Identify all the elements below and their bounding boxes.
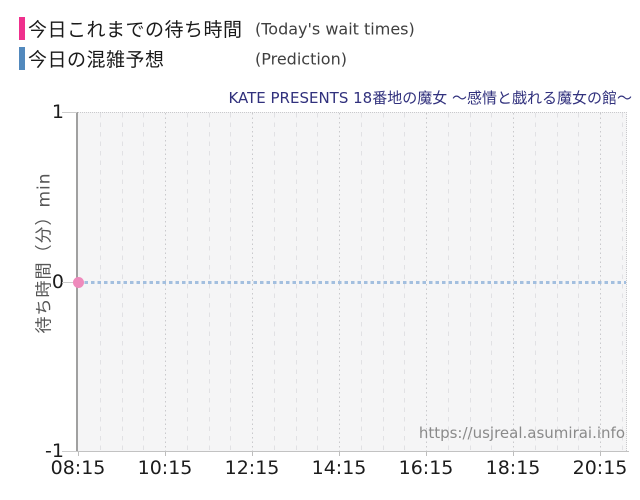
x-tick-mark [513,452,514,456]
x-tick-mark [165,452,166,456]
legend-item-prediction: 今日の混雑予想 (Prediction) [19,47,347,71]
y-tick-label: 0 [51,270,64,293]
x-tick-mark [78,452,79,456]
x-tick-label: 14:15 [311,457,367,479]
chart-title: KATE PRESENTS 18番地の魔女 〜感情と戯れる魔女の館〜 [228,89,632,107]
y-tick-mark [62,451,77,452]
prediction-series-marker [19,47,25,70]
today-wait-series-marker [19,17,25,40]
y-tick-label: -1 [45,440,64,462]
y-axis-label: 待ち時間（分）min [34,172,55,334]
legend-label-today-wait-ja: 今日これまでの待ち時間 [28,19,243,41]
x-tick-mark [339,452,340,456]
prediction-line [78,281,626,284]
x-tick-label: 20:15 [572,457,628,479]
x-tick-mark [252,452,253,456]
x-tick-label: 12:15 [224,457,280,479]
legend: 今日これまでの待ち時間 (Today's wait times) 今日の混雑予想… [19,17,415,77]
plot-area: https://usjreal.asumirai.info [72,112,627,451]
x-axis-spine [76,451,629,452]
x-tick-label: 08:15 [50,457,106,479]
legend-label-today-wait-en: (Today's wait times) [255,19,415,38]
y-tick-mark [62,281,77,283]
x-tick-label: 10:15 [137,457,193,479]
watermark: https://usjreal.asumirai.info [418,424,625,442]
x-tick-mark [426,452,427,456]
x-tick-label: 16:15 [398,457,454,479]
legend-label-prediction-en: (Prediction) [255,49,347,68]
x-tick-mark [600,452,601,456]
legend-item-today-wait: 今日これまでの待ち時間 (Today's wait times) [19,17,415,41]
y-tick-mark [62,112,77,113]
legend-label-prediction-ja: 今日の混雑予想 [28,49,165,71]
x-tick-label: 18:15 [485,457,541,479]
wait-time-data-point [72,277,84,288]
y-tick-label: 1 [51,101,64,123]
